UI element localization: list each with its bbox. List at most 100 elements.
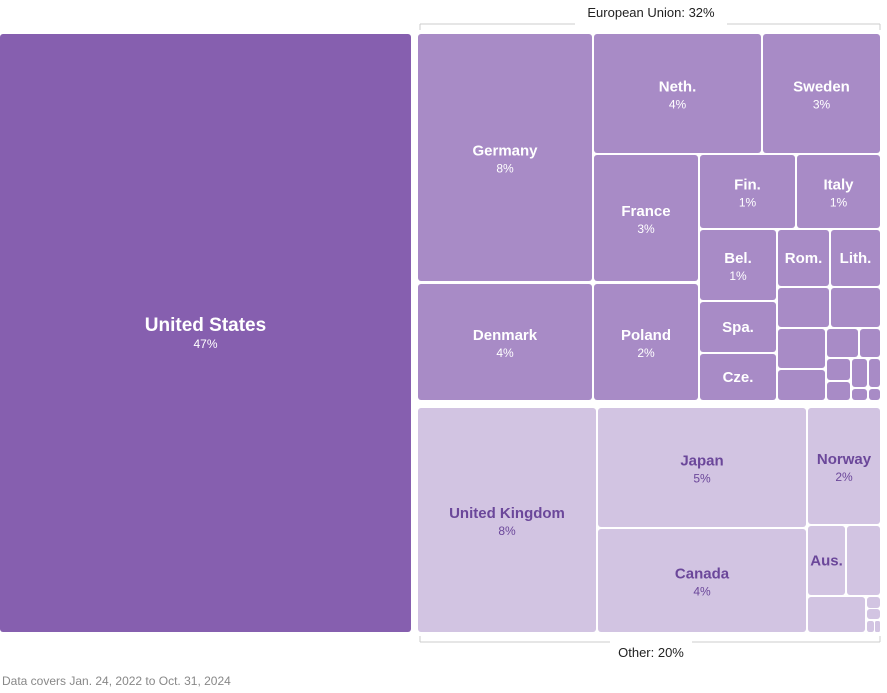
cell-label-rom: Rom.	[785, 250, 823, 267]
treemap-cell-ot-s3	[867, 597, 880, 608]
treemap-rect-eu-s10	[827, 382, 850, 400]
cell-label-usa: United States	[145, 315, 266, 336]
treemap-rect-ot-s4	[867, 609, 880, 619]
cell-label-den: Denmark	[473, 327, 538, 344]
treemap-cell-eu-s4	[827, 329, 858, 357]
cell-label-uk: United Kingdom	[449, 505, 565, 522]
cell-label-ita: Italy	[823, 177, 854, 194]
eu-group-label: European Union: 32%	[587, 5, 715, 20]
treemap-cell-bel: Bel. 1%	[700, 230, 776, 300]
cell-label-cze: Cze.	[723, 369, 754, 386]
treemap-rect-uk	[418, 408, 596, 632]
treemap-cell-pol: Poland 2%	[594, 284, 698, 400]
treemap-rect-bel	[700, 230, 776, 300]
treemap-rect-neth	[594, 34, 761, 153]
cell-value-den: 4%	[496, 346, 514, 360]
treemap-rect-fra	[594, 155, 698, 281]
treemap-cell-spa: Spa.	[700, 302, 776, 352]
treemap-rect-ot-s6	[875, 621, 880, 632]
treemap-cell-den: Denmark 4%	[418, 284, 592, 400]
cell-value-bel: 1%	[729, 269, 747, 283]
treemap-rect-den	[418, 284, 592, 400]
treemap-cell-ot-s2	[808, 597, 865, 632]
cell-label-neth: Neth.	[659, 79, 697, 96]
treemap-rect-aus	[808, 526, 845, 595]
cell-label-bel: Bel.	[724, 250, 752, 267]
treemap-rect-ot-s3	[867, 597, 880, 608]
cell-label-ger: Germany	[472, 143, 538, 160]
treemap-cell-ger: Germany 8%	[418, 34, 592, 281]
group-brackets	[419, 23, 881, 643]
treemap-rect-eu-s6	[778, 370, 825, 400]
treemap-rect-eu-s1	[778, 288, 829, 327]
treemap-rect-spa	[700, 302, 776, 352]
treemap-cell-ot-s4	[867, 609, 880, 619]
cell-label-fin: Fin.	[734, 177, 761, 194]
treemap-cell-neth: Neth. 4%	[594, 34, 761, 153]
treemap-cell-eu-s7	[827, 359, 850, 380]
cell-label-can: Canada	[675, 566, 730, 583]
treemap-rect-ot-s5	[867, 621, 874, 632]
treemap-rect-eu-s5	[860, 329, 880, 357]
treemap-cell-eu-s2	[831, 288, 880, 327]
cell-value-usa: 47%	[193, 337, 217, 351]
cell-value-pol: 2%	[637, 346, 655, 360]
treemap-cell-ot-s5	[867, 621, 874, 632]
treemap-rect-can	[598, 529, 806, 632]
treemap-rect-usa	[0, 34, 411, 632]
treemap-cell-aus: Aus.	[808, 526, 845, 595]
treemap-cell-eu-s11	[852, 389, 867, 400]
cell-value-fra: 3%	[637, 222, 655, 236]
treemap-rect-eu-s9	[869, 359, 880, 387]
cell-label-jap: Japan	[680, 453, 723, 470]
treemap-cell-ita: Italy 1%	[797, 155, 880, 228]
cell-value-ger: 8%	[496, 162, 514, 176]
treemap-cell-lith: Lith.	[831, 230, 880, 286]
treemap-cell-eu-s5	[860, 329, 880, 357]
cell-label-swe: Sweden	[793, 79, 850, 96]
treemap-cell-eu-s8	[852, 359, 867, 387]
treemap-cell-eu-s9	[869, 359, 880, 387]
treemap-rect-fin	[700, 155, 795, 228]
cell-label-fra: France	[621, 203, 670, 220]
other-group-label: Other: 20%	[618, 645, 684, 660]
cell-label-lith: Lith.	[840, 250, 872, 267]
treemap-cell-nor: Norway 2%	[808, 408, 880, 524]
treemap-rect-eu-s7	[827, 359, 850, 380]
cell-value-neth: 4%	[669, 98, 687, 112]
treemap-cell-cze: Cze.	[700, 354, 776, 400]
treemap-rect-eu-s8	[852, 359, 867, 387]
cell-value-ita: 1%	[830, 196, 848, 210]
treemap-cell-ot-s1	[847, 526, 880, 595]
treemap-rect-eu-s4	[827, 329, 858, 357]
treemap-rect-eu-s3	[778, 329, 825, 368]
treemap-rect-pol	[594, 284, 698, 400]
cell-label-spa: Spa.	[722, 319, 754, 336]
data-coverage-note: Data covers Jan. 24, 2022 to Oct. 31, 20…	[2, 674, 231, 688]
cell-value-swe: 3%	[813, 98, 831, 112]
treemap-rect-ot-s2	[808, 597, 865, 632]
treemap-cell-jap: Japan 5%	[598, 408, 806, 527]
treemap-cell-eu-s12	[869, 389, 880, 400]
cell-value-can: 4%	[693, 585, 711, 599]
treemap-cell-eu-s1	[778, 288, 829, 327]
treemap-rect-eu-s12	[869, 389, 880, 400]
cell-value-jap: 5%	[693, 472, 711, 486]
treemap-rect-eu-s2	[831, 288, 880, 327]
treemap-cell-eu-s3	[778, 329, 825, 368]
treemap-rect-rom	[778, 230, 829, 286]
treemap-rect-ot-s1	[847, 526, 880, 595]
treemap-cell-uk: United Kingdom 8%	[418, 408, 596, 632]
cell-value-uk: 8%	[498, 524, 516, 538]
cell-label-aus: Aus.	[810, 553, 843, 570]
treemap-cell-eu-s10	[827, 382, 850, 400]
treemap-rect-swe	[763, 34, 880, 153]
treemap-rect-eu-s11	[852, 389, 867, 400]
treemap-cell-fin: Fin. 1%	[700, 155, 795, 228]
treemap-rect-jap	[598, 408, 806, 527]
cell-value-fin: 1%	[739, 196, 757, 210]
treemap-cell-eu-s6	[778, 370, 825, 400]
treemap-rect-cze	[700, 354, 776, 400]
